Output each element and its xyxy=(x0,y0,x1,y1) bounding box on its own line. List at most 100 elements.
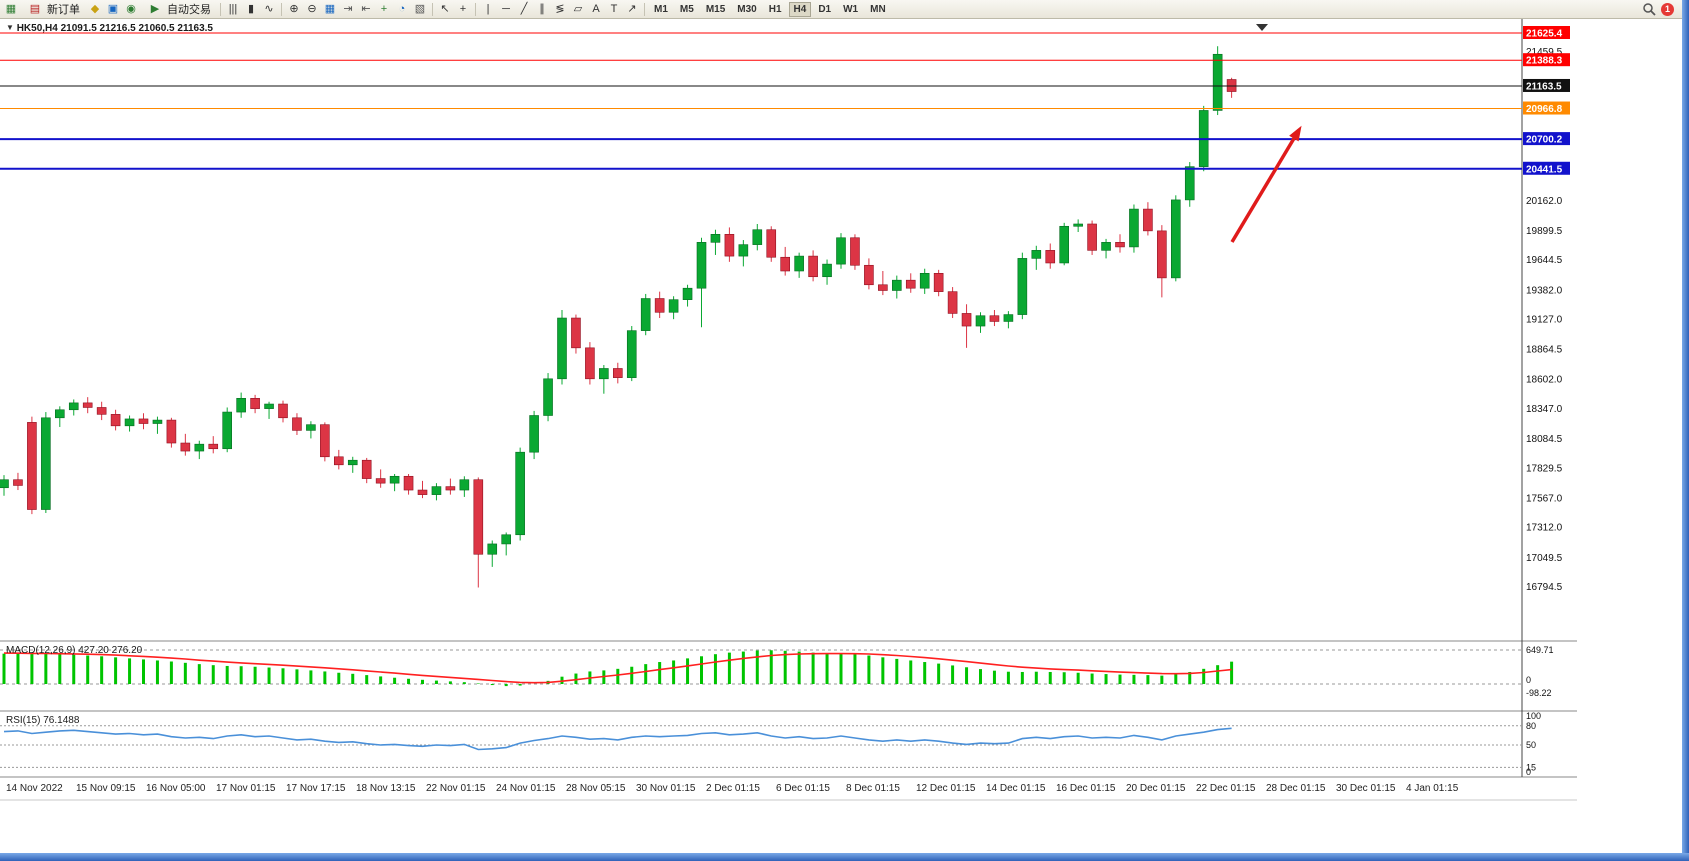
crosshair-icon[interactable]: + xyxy=(459,3,467,15)
candle xyxy=(320,424,330,458)
horizontal-line-icon[interactable]: ─ xyxy=(502,3,510,15)
new-chart-icon[interactable]: ▦ xyxy=(5,3,17,15)
timeframe-w1[interactable]: W1 xyxy=(838,2,863,17)
candle xyxy=(166,419,177,444)
time-label: 22 Dec 01:15 xyxy=(1196,783,1256,794)
indicator-dropdown-icon[interactable]: ▼ xyxy=(6,23,14,32)
candle xyxy=(361,459,372,479)
rsi-tick: 100 xyxy=(1526,711,1541,721)
price-levels[interactable]: 21625.4 21388.3 21163.5 20966.8 20700.2 20441… xyxy=(0,26,1570,175)
candle xyxy=(82,402,93,408)
search-icon[interactable] xyxy=(1642,2,1656,16)
autotrading-icon: ▶ xyxy=(150,3,160,15)
data-window-icon[interactable]: ◉ xyxy=(126,3,136,15)
price-tick: 17567.0 xyxy=(1526,493,1563,504)
bar-chart-icon[interactable]: ||| xyxy=(228,3,238,15)
candle xyxy=(180,442,191,452)
cursor-icon[interactable]: ↖ xyxy=(440,3,450,15)
candle xyxy=(68,402,79,411)
time-label: 12 Dec 01:15 xyxy=(916,783,976,794)
candle xyxy=(961,313,972,327)
support-line-1-tag xyxy=(1523,132,1570,146)
zoom-out-icon[interactable]: ⊖ xyxy=(307,3,317,15)
autotrading-button-label: 自动交易 xyxy=(167,4,211,16)
macd-panel: 649.71 0 -98.22 xyxy=(0,645,1554,698)
rsi-tick: 0 xyxy=(1526,767,1531,777)
macd-tick: 0 xyxy=(1526,675,1531,685)
notification-badge[interactable]: 1 xyxy=(1661,2,1674,16)
autotrading-button[interactable]: ▶ 自动交易 xyxy=(141,1,216,17)
trend-arrow[interactable] xyxy=(1230,125,1302,243)
candle xyxy=(124,418,135,427)
price-tick: 17312.0 xyxy=(1526,523,1563,534)
candle xyxy=(445,486,456,491)
candle xyxy=(431,486,442,495)
candle xyxy=(306,424,316,431)
rsi-value: 76.1488 xyxy=(43,715,80,726)
zoom-in-icon[interactable]: ⊕ xyxy=(289,3,299,15)
macd-signal-line xyxy=(3,652,1232,684)
channel-icon[interactable]: ∥ xyxy=(539,3,545,15)
time-axis[interactable]: 14 Nov 2022 15 Nov 09:15 16 Nov 05:00 17 No… xyxy=(6,783,1459,794)
time-label: 24 Nov 01:15 xyxy=(496,783,556,794)
timeframe-d1[interactable]: D1 xyxy=(813,2,836,17)
text-icon[interactable]: A xyxy=(592,3,600,15)
candlestick-chart-icon[interactable]: ▮ xyxy=(247,3,255,15)
shapes-icon[interactable]: ▱ xyxy=(573,3,583,15)
time-label: 28 Dec 01:15 xyxy=(1266,783,1326,794)
timeframe-m15[interactable]: M15 xyxy=(701,2,730,17)
arrow-tools-icon[interactable]: ↗ xyxy=(627,3,637,15)
rsi-tick: 50 xyxy=(1526,740,1536,750)
candle xyxy=(571,317,581,349)
time-label: 2 Dec 01:15 xyxy=(706,783,760,794)
macd-signal-value: 276.20 xyxy=(111,645,143,656)
chart-profiles-icon[interactable]: ◆ xyxy=(90,3,100,15)
timeframe-m30[interactable]: M30 xyxy=(732,2,761,17)
new-order-button[interactable]: ▤ 新订单 xyxy=(21,1,85,17)
candle xyxy=(612,368,623,378)
candle xyxy=(891,279,902,291)
indicators-icon[interactable]: + xyxy=(380,3,388,15)
resistance-line-2-tag-text: 21388.3 xyxy=(1526,56,1563,67)
toolbar-right: 1 xyxy=(1642,2,1680,16)
price-tick: 18864.5 xyxy=(1526,345,1563,356)
price-tick: 19382.0 xyxy=(1526,285,1563,296)
macd-name: MACD(12,26,9) xyxy=(6,645,76,656)
candle xyxy=(1143,208,1153,232)
candle xyxy=(710,234,721,243)
timeframe-h1[interactable]: H1 xyxy=(764,2,787,17)
timeframe-m1[interactable]: M1 xyxy=(649,2,673,17)
vertical-line-icon[interactable]: | xyxy=(486,3,490,15)
tile-windows-icon[interactable]: ▦ xyxy=(324,3,336,15)
candle xyxy=(1073,223,1083,227)
periods-icon[interactable]: ◔ xyxy=(398,3,406,15)
line-chart-icon[interactable]: ∿ xyxy=(264,3,274,15)
symbol-ohlc-title: HK50,H4 21091.5 21216.5 21060.5 21163.5 xyxy=(16,23,213,34)
fibonacci-icon[interactable]: ≶ xyxy=(555,3,565,15)
market-watch-icon[interactable]: ▣ xyxy=(107,3,119,15)
price-axis[interactable]: 21459.5 20162.0 19899.5 19644.5 19382.0 19127… xyxy=(1526,47,1563,593)
time-label: 20 Dec 01:15 xyxy=(1126,783,1186,794)
price-tick: 17829.5 xyxy=(1526,463,1563,474)
time-label: 15 Nov 09:15 xyxy=(76,783,136,794)
time-label: 6 Dec 01:15 xyxy=(776,783,830,794)
chart-shift-icon[interactable]: ⇤ xyxy=(361,3,371,15)
timeframe-h4[interactable]: H4 xyxy=(788,1,812,17)
price-tick: 21459.5 xyxy=(1526,47,1563,58)
candle xyxy=(389,475,400,484)
resistance-line-1-tag-text: 21625.4 xyxy=(1526,29,1563,40)
candle xyxy=(696,242,707,289)
candle xyxy=(752,229,763,245)
templates-icon[interactable]: ▧ xyxy=(414,3,426,15)
candle xyxy=(975,315,986,327)
timeframe-mn[interactable]: MN xyxy=(865,2,891,17)
candle xyxy=(194,443,205,452)
auto-scroll-icon[interactable]: ⇥ xyxy=(343,3,353,15)
chart-window-title: ▼ HK50,H4 21091.5 21216.5 21060.5 21163.… xyxy=(6,23,213,34)
candle xyxy=(654,298,665,313)
text-label-icon[interactable]: T xyxy=(610,3,618,15)
candle xyxy=(1045,250,1056,264)
candle xyxy=(250,397,260,409)
timeframe-m5[interactable]: M5 xyxy=(675,2,699,17)
trendline-icon[interactable]: ╱ xyxy=(520,3,528,15)
